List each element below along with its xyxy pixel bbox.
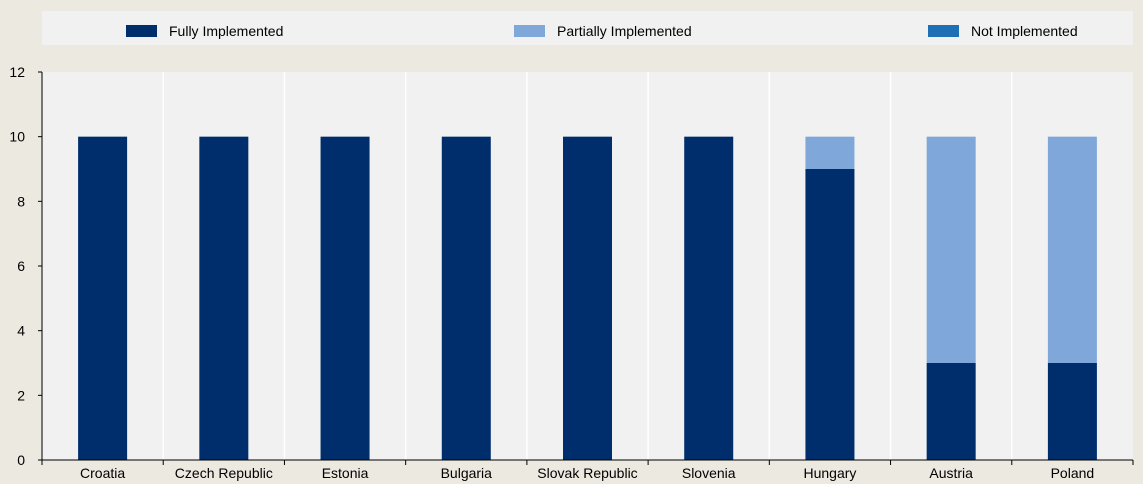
y-tick-label: 0 <box>17 452 25 468</box>
legend-swatch <box>928 25 959 37</box>
x-tick-label: Croatia <box>80 465 125 481</box>
legend-label: Fully Implemented <box>169 23 283 39</box>
bar-fully-implemented <box>563 136 612 460</box>
x-tick-label: Hungary <box>803 465 856 481</box>
legend-swatch <box>514 25 545 37</box>
legend-label: Partially Implemented <box>557 23 692 39</box>
bar-fully-implemented <box>1047 363 1097 460</box>
y-tick-label: 8 <box>17 193 25 209</box>
y-tick-label: 2 <box>17 387 25 403</box>
bar-fully-implemented <box>684 136 734 460</box>
legend-label: Not Implemented <box>971 23 1078 39</box>
bar-partially-implemented <box>926 136 976 363</box>
x-tick-label: Slovenia <box>682 465 736 481</box>
x-tick-label: Austria <box>929 465 973 481</box>
y-tick-label: 4 <box>17 323 25 339</box>
x-tick-label: Czech Republic <box>175 465 273 481</box>
bar-partially-implemented <box>1047 136 1097 363</box>
bar-fully-implemented <box>926 363 976 460</box>
bar-fully-implemented <box>805 169 855 460</box>
gridlines <box>162 72 1013 460</box>
bars <box>78 136 1097 460</box>
bar-fully-implemented <box>441 136 491 460</box>
y-tick-label: 10 <box>9 129 25 145</box>
legend-swatch <box>126 25 157 37</box>
bar-partially-implemented <box>805 136 855 169</box>
legend: Fully Implemented Partially Implemented No… <box>126 23 1078 39</box>
y-axis-ticks: 0 2 4 6 8 10 12 <box>9 64 42 468</box>
bar-fully-implemented <box>320 136 370 460</box>
y-tick-label: 12 <box>9 64 25 80</box>
bar-fully-implemented <box>78 136 128 460</box>
x-tick-label: Poland <box>1051 465 1095 481</box>
bar-fully-implemented <box>199 136 249 460</box>
x-tick-label: Bulgaria <box>441 465 493 481</box>
x-axis-labels: Croatia Czech Republic Estonia Bulgaria Slov… <box>41 460 1134 481</box>
x-tick-label: Estonia <box>322 465 369 481</box>
y-tick-label: 6 <box>17 258 25 274</box>
x-tick-label: Slovak Republic <box>537 465 637 481</box>
